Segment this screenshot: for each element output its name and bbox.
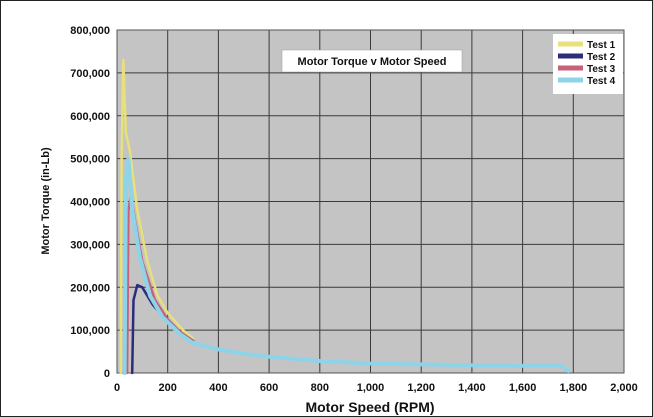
x-axis-ticks: 0 200 400 600 800 1,000 1,200 1,400 1,600 1,800 2,… bbox=[114, 382, 638, 394]
y-tick-label: 300,000 bbox=[70, 239, 110, 251]
legend-label: Test 4 bbox=[587, 76, 616, 87]
x-tick-label: 2,000 bbox=[610, 382, 638, 394]
y-tick-label: 100,000 bbox=[70, 325, 110, 337]
y-axis-ticks: 0 100,000 200,000 300,000 400,000 500,000 600,… bbox=[70, 25, 110, 380]
y-tick-label: 500,000 bbox=[70, 154, 110, 166]
x-tick-label: 1,000 bbox=[357, 382, 385, 394]
y-tick-label: 600,000 bbox=[70, 111, 110, 123]
x-tick-label: 400 bbox=[209, 382, 227, 394]
legend-label: Test 1 bbox=[587, 40, 616, 51]
y-tick-label: 700,000 bbox=[70, 68, 110, 80]
y-tick-label: 800,000 bbox=[70, 25, 110, 37]
x-tick-label: 1,800 bbox=[560, 382, 588, 394]
x-tick-label: 600 bbox=[260, 382, 278, 394]
x-axis-title: Motor Speed (RPM) bbox=[305, 399, 434, 415]
series-layer bbox=[119, 58, 571, 375]
x-tick-label: 1,600 bbox=[509, 382, 537, 394]
y-tick-label: 0 bbox=[104, 368, 110, 380]
y-tick-label: 400,000 bbox=[70, 197, 110, 209]
plot-border bbox=[116, 29, 625, 374]
series-line-1 bbox=[119, 58, 195, 375]
x-tick-label: 800 bbox=[311, 382, 329, 394]
grid bbox=[116, 29, 625, 374]
x-tick-label: 1,200 bbox=[407, 382, 435, 394]
series-line-4 bbox=[122, 156, 571, 375]
legend-label: Test 2 bbox=[587, 52, 616, 63]
x-tick-label: 200 bbox=[159, 382, 177, 394]
y-tick-label: 200,000 bbox=[70, 282, 110, 294]
legend-label: Test 3 bbox=[587, 64, 616, 75]
y-axis-title: Motor Torque (in-Lb) bbox=[40, 147, 52, 255]
chart-title-box: Motor Torque v Motor Speed bbox=[281, 49, 463, 73]
x-tick-label: 1,400 bbox=[458, 382, 486, 394]
chart-title: Motor Torque v Motor Speed bbox=[298, 56, 447, 68]
x-tick-label: 0 bbox=[114, 382, 120, 394]
